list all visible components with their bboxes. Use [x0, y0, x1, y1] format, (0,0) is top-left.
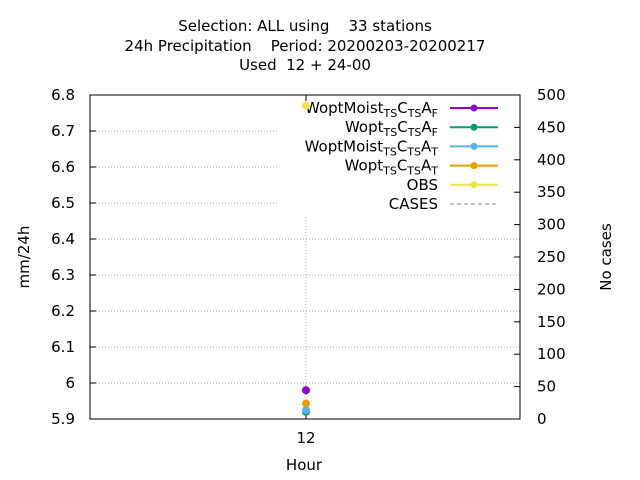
y2-axis-label: No cases: [597, 223, 615, 291]
y2-tick-label: 500: [537, 86, 566, 104]
y2-tick-label: 50: [537, 378, 556, 396]
legend-marker: [470, 123, 478, 131]
y-tick-label: 6: [65, 374, 75, 392]
y2-tick-label: 400: [537, 151, 566, 169]
x-axis-label: Hour: [285, 456, 323, 474]
legend-label: WoptMoistTSCTSAF: [305, 99, 438, 120]
y-tick-label: 6.4: [51, 230, 75, 248]
legend-marker: [470, 142, 478, 150]
data-point: [302, 399, 310, 408]
y2-tick-label: 100: [537, 345, 566, 363]
y-tick-label: 6.6: [51, 158, 75, 176]
chart-title-line-1: Selection: ALL using 33 stations: [178, 17, 432, 35]
plot-border: [89, 94, 521, 420]
legend-marker: [470, 162, 478, 170]
y2-tick-label: 200: [537, 280, 566, 298]
y2-tick-label: 0: [537, 410, 547, 428]
y-tick-label: 6.5: [51, 194, 75, 212]
legend-marker: [470, 181, 478, 189]
y-tick-label: 6.3: [51, 266, 75, 284]
legend-label: WoptTSCTSAT: [345, 157, 439, 178]
y-tick-label: 5.9: [51, 410, 75, 428]
y2-tick-label: 450: [537, 118, 566, 136]
data-point: [302, 386, 310, 395]
legend-label: WoptMoistTSCTSAT: [305, 137, 439, 158]
y2-tick-label: 300: [537, 216, 566, 234]
chart-title-line-2: 24h Precipitation Period: 20200203-20200…: [124, 37, 486, 55]
data-point: [302, 101, 310, 110]
data-point: [302, 406, 310, 414]
y2-tick-label: 350: [537, 183, 566, 201]
legend-label: WoptTSCTSAF: [345, 118, 438, 139]
legend-marker: [470, 104, 478, 112]
y-tick-label: 6.7: [51, 122, 75, 140]
x-tick-label: 12: [296, 429, 315, 447]
legend-label: OBS: [407, 176, 438, 194]
legend-label: CASES: [389, 195, 438, 213]
y-tick-label: 6.8: [51, 86, 75, 104]
y-tick-label: 6.1: [51, 338, 75, 356]
y2-tick-label: 250: [537, 248, 566, 266]
y2-tick-label: 150: [537, 313, 566, 331]
y-tick-label: 6.2: [51, 302, 75, 320]
chart-title-line-3: Used 12 + 24-00: [239, 56, 371, 74]
y-axis-label: mm/24h: [15, 225, 33, 289]
